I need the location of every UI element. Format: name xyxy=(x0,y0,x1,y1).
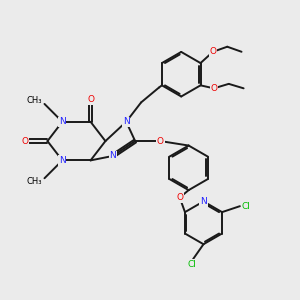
Text: O: O xyxy=(87,95,94,104)
Text: O: O xyxy=(176,193,183,202)
Text: N: N xyxy=(110,152,116,160)
Text: CH₃: CH₃ xyxy=(26,177,41,186)
Text: CH₃: CH₃ xyxy=(26,97,41,106)
Text: N: N xyxy=(123,117,130,126)
Text: N: N xyxy=(200,197,207,206)
Text: Cl: Cl xyxy=(187,260,196,269)
Text: Cl: Cl xyxy=(242,202,251,211)
Text: O: O xyxy=(209,47,217,56)
Text: O: O xyxy=(157,136,164,146)
Text: N: N xyxy=(59,156,66,165)
Text: O: O xyxy=(210,84,218,93)
Text: N: N xyxy=(59,117,66,126)
Text: O: O xyxy=(22,136,29,146)
